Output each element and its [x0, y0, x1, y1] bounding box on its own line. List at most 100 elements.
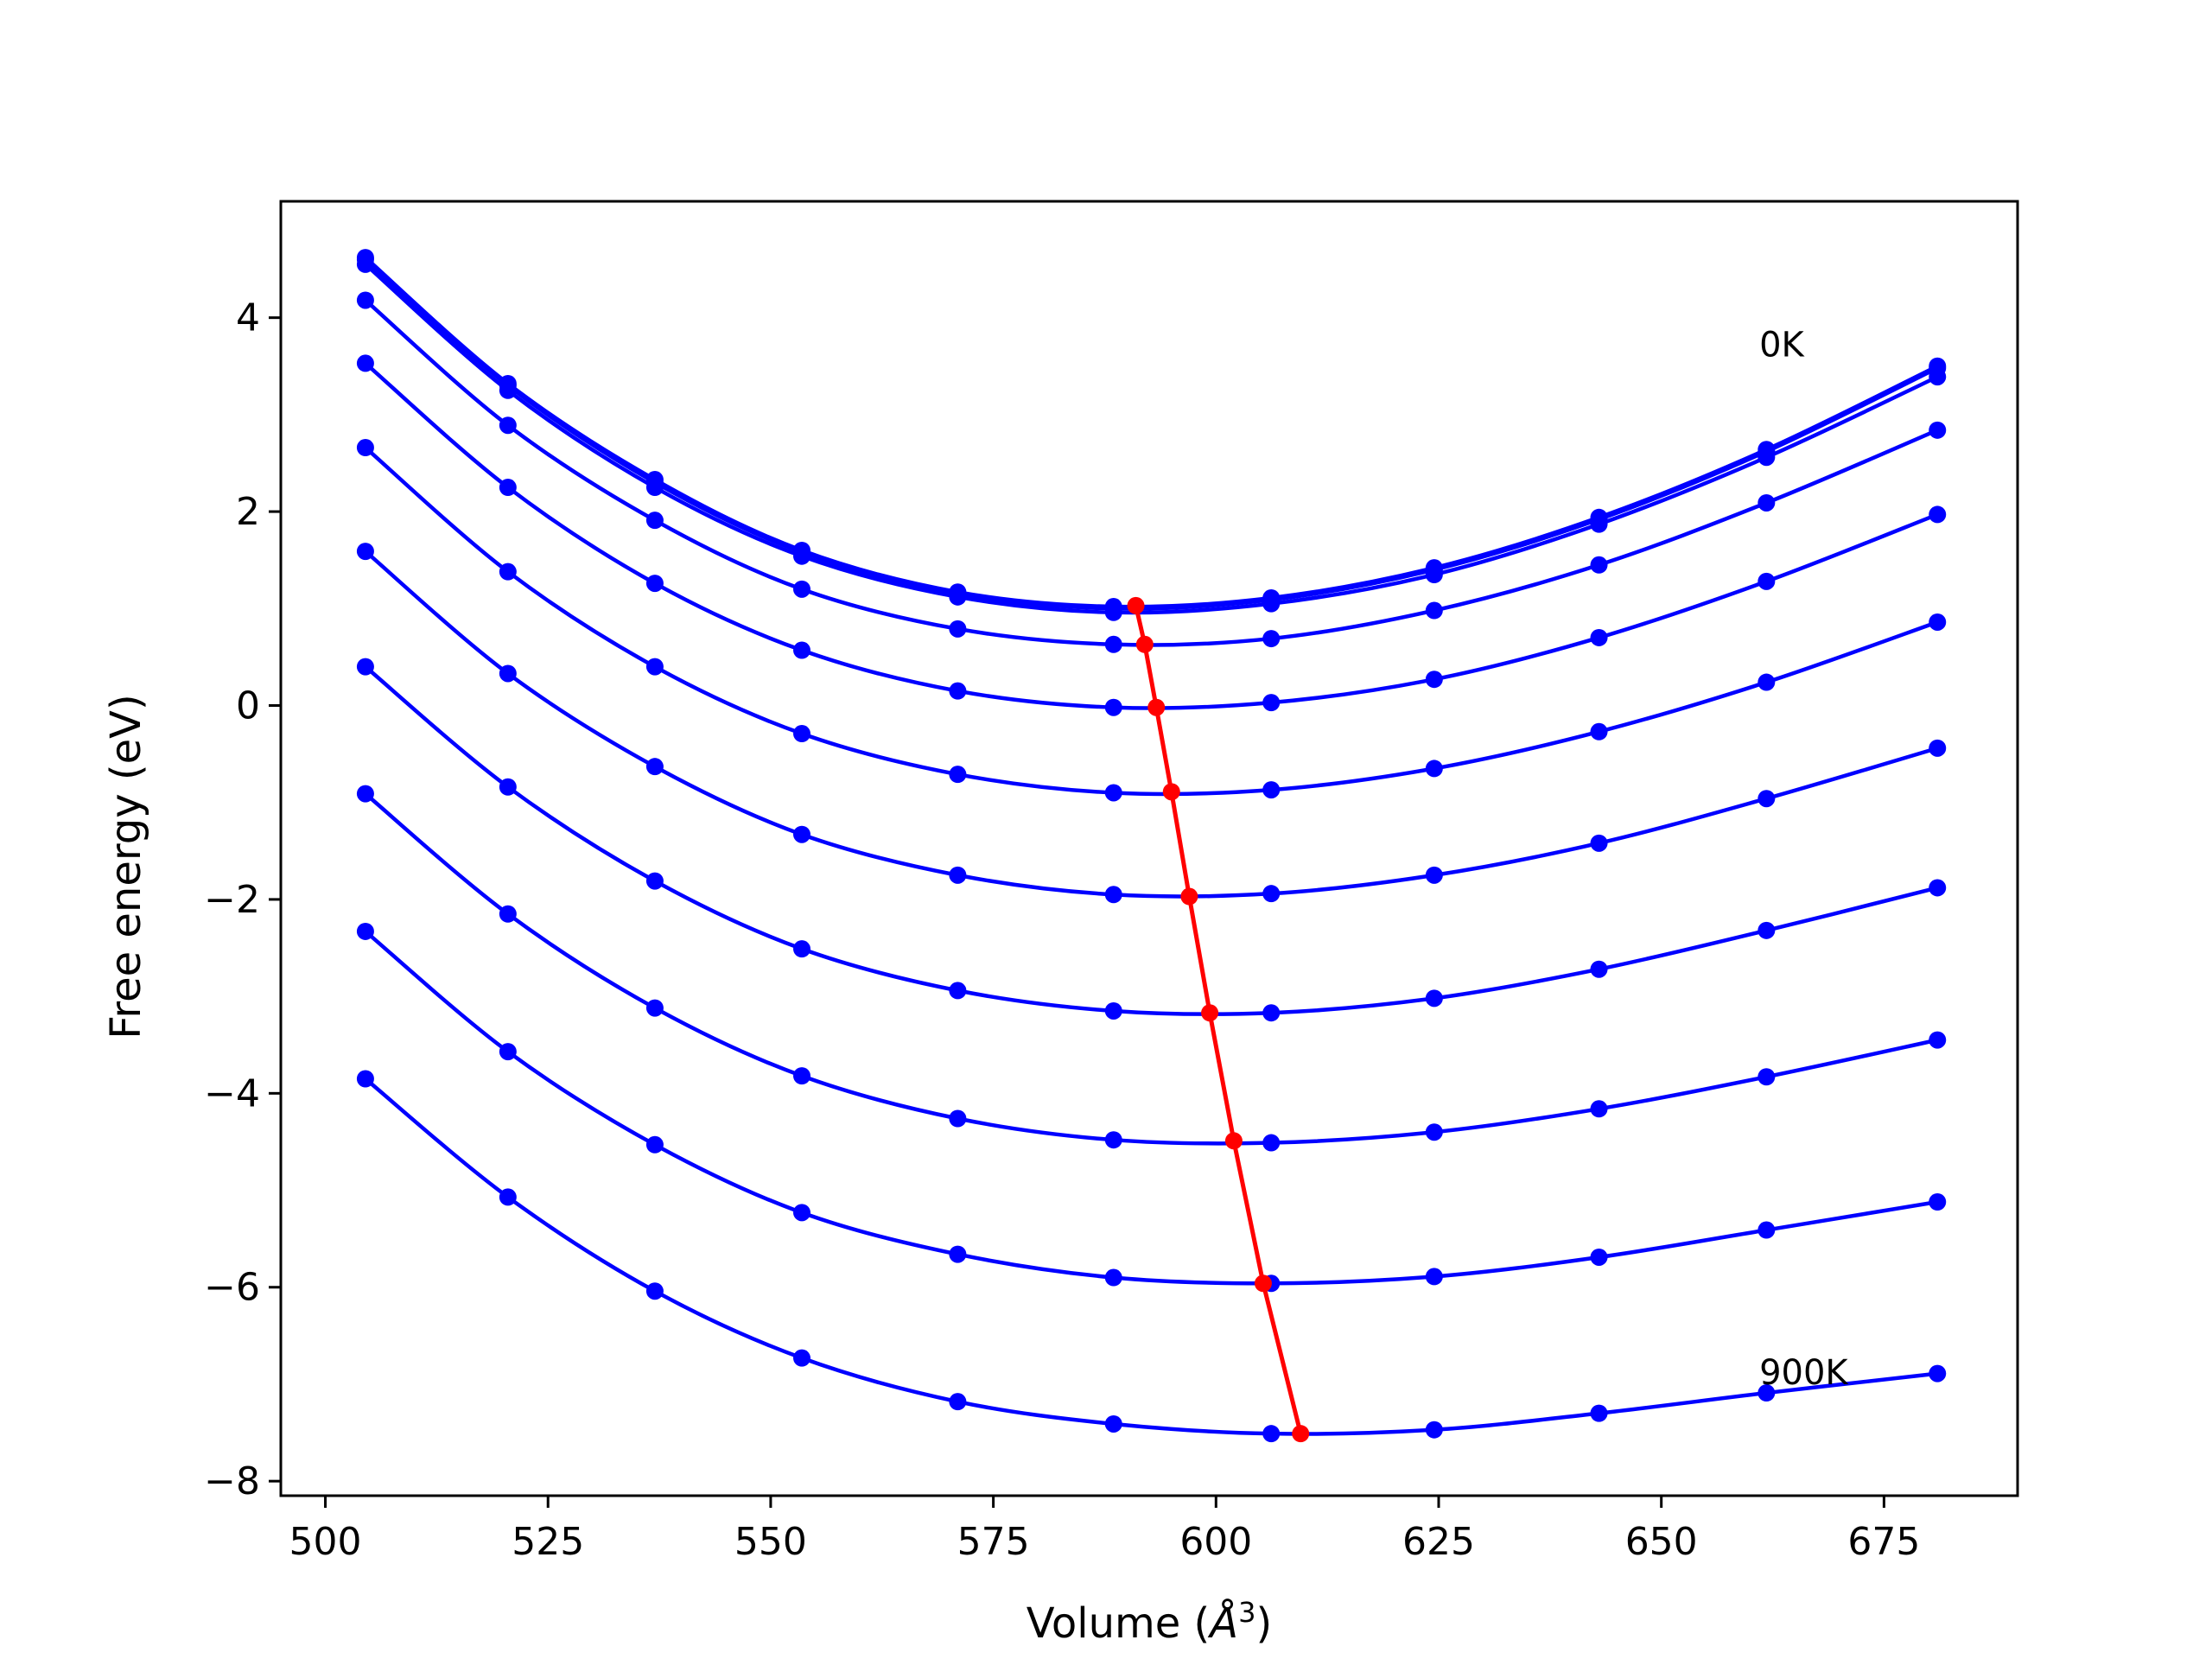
series-point: [1425, 989, 1443, 1007]
minimum-point: [1292, 1425, 1310, 1443]
x-axis-label: Volume (Å3): [1027, 1596, 1272, 1648]
series-point: [356, 291, 374, 309]
series-point: [356, 255, 374, 273]
series-point: [645, 658, 664, 676]
series-point: [949, 1245, 967, 1263]
y-tick-label: −4: [204, 1071, 260, 1116]
series-point: [499, 479, 517, 497]
series-point: [1758, 1068, 1776, 1086]
series-point: [499, 778, 517, 796]
series-point: [1262, 885, 1281, 903]
series-point: [1104, 886, 1122, 904]
series-point: [1929, 505, 1947, 524]
series-9: [356, 922, 1947, 1293]
x-axis-label-prefix: Volume (: [1027, 1599, 1211, 1648]
series-point: [1929, 1364, 1947, 1382]
series-point: [1262, 781, 1281, 799]
series-layer: [356, 249, 1947, 1443]
series-point: [356, 658, 374, 676]
series-point: [1929, 613, 1947, 631]
x-tick-label: 625: [1402, 1520, 1475, 1564]
series-5: [356, 439, 1947, 802]
series-point: [1929, 739, 1947, 757]
series-point: [949, 682, 967, 700]
series-point: [1425, 1421, 1443, 1439]
y-axis-label: Free energy (eV): [102, 694, 150, 1039]
series-point: [356, 1070, 374, 1088]
series-point: [356, 543, 374, 561]
series-point: [1758, 493, 1776, 512]
annotation-900k: 900K: [1759, 1353, 1849, 1393]
series-point: [1929, 368, 1947, 386]
series-point: [1590, 1404, 1608, 1422]
series-point: [793, 940, 810, 958]
x-tick-label: 675: [1847, 1520, 1920, 1564]
series-point: [1758, 673, 1776, 691]
series-point: [1104, 635, 1122, 653]
series-point: [793, 1349, 810, 1367]
series-point: [1758, 921, 1776, 939]
series-point: [645, 1282, 664, 1300]
series-point: [1590, 722, 1608, 741]
series-point: [645, 479, 664, 497]
series-point: [645, 512, 664, 530]
series-point: [1262, 1004, 1281, 1022]
series-6: [356, 543, 1947, 904]
series-point: [1104, 1268, 1122, 1287]
series-point: [1262, 1134, 1281, 1152]
series-point: [793, 641, 810, 659]
x-axis-label-exponent: 3: [1238, 1596, 1255, 1629]
series-point: [1758, 1221, 1776, 1239]
series-point: [499, 664, 517, 683]
series-point: [1590, 515, 1608, 533]
series-4: [356, 354, 1947, 716]
series-point: [499, 905, 517, 923]
series-point: [1262, 694, 1281, 712]
series-point: [1590, 1248, 1608, 1266]
series-point: [1104, 603, 1122, 621]
series-point: [1425, 866, 1443, 884]
minimum-curve-layer: [1127, 596, 1310, 1443]
series-point: [1758, 790, 1776, 808]
series-point: [1104, 1001, 1122, 1020]
minimum-point: [1162, 783, 1180, 801]
series-point: [793, 1067, 810, 1085]
series-point: [499, 381, 517, 399]
y-tick-label: −2: [204, 878, 260, 922]
y-tick-label: 2: [236, 490, 260, 534]
series-point: [793, 547, 810, 565]
series-point: [1929, 421, 1947, 439]
minimum-point: [1224, 1132, 1243, 1150]
series-2: [356, 255, 1947, 621]
series-point: [1425, 1123, 1443, 1141]
series-point: [1104, 1414, 1122, 1433]
series-point: [793, 825, 810, 843]
series-point: [1929, 879, 1947, 897]
minimum-point: [1180, 887, 1198, 906]
series-point: [793, 725, 810, 743]
series-point: [356, 354, 374, 372]
series-point: [1104, 784, 1122, 802]
series-point: [1590, 628, 1608, 646]
plot-frame: [279, 200, 2019, 1497]
series-point: [1104, 698, 1122, 716]
series-point: [1104, 1131, 1122, 1149]
series-point: [356, 439, 374, 457]
series-point: [1262, 594, 1281, 613]
y-tick-label: 0: [236, 683, 260, 728]
series-point: [1425, 760, 1443, 778]
series-point: [1758, 448, 1776, 467]
series-point: [645, 872, 664, 890]
series-point: [499, 1188, 517, 1206]
annotation-0k: 0K: [1759, 326, 1805, 365]
series-point: [1590, 960, 1608, 978]
minimum-point: [1127, 596, 1145, 614]
x-tick-label: 600: [1179, 1520, 1252, 1564]
series-point: [1758, 1384, 1776, 1402]
y-axis-ticks: −8 −6 −4 −2 0 2 4: [204, 296, 281, 1503]
series-point: [1929, 1031, 1947, 1049]
minimum-point: [1201, 1004, 1219, 1022]
series-point: [645, 758, 664, 776]
series-point: [645, 999, 664, 1017]
series-point: [499, 563, 517, 581]
